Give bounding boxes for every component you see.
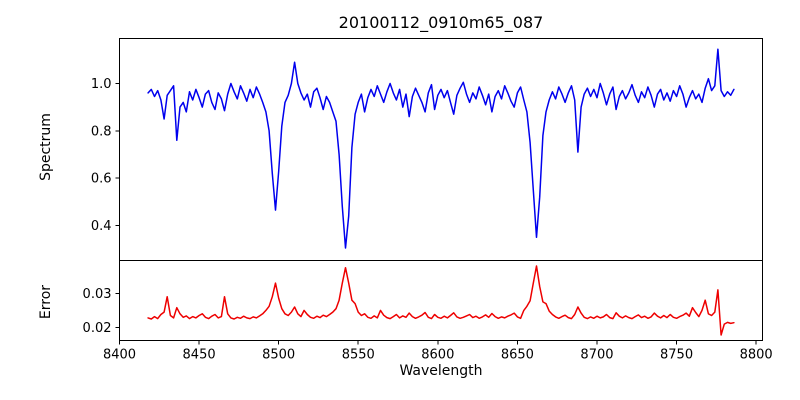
spectrum-y-tick-label: 0.6: [91, 172, 112, 187]
error-line: [147, 265, 735, 336]
x-tick-label: 8450: [183, 348, 216, 363]
spectrum-y-tick-label: 0.4: [91, 219, 112, 234]
x-tick-label: 8500: [262, 348, 295, 363]
x-tick-label: 8600: [421, 348, 454, 363]
error-y-axis-label: Error: [38, 284, 54, 320]
x-tick-label: 8400: [103, 348, 136, 363]
spectrum-y-axis-label: Spectrum: [38, 113, 54, 181]
spectrum-y-tick-label: 1.0: [91, 77, 112, 92]
x-axis-label: Wavelength: [399, 363, 483, 379]
error-y-tick-label: 0.02: [83, 321, 112, 336]
x-tick-label: 8800: [740, 348, 773, 363]
x-tick-label: 8750: [660, 348, 693, 363]
spectrum-line: [147, 48, 735, 249]
error-panel-border: [119, 260, 763, 341]
chart-title: 20100112_0910m65_087: [338, 13, 544, 32]
spectrum-panel-border: [119, 38, 763, 261]
x-tick-label: 8650: [501, 348, 534, 363]
error-y-tick-label: 0.03: [83, 287, 112, 302]
x-tick-label: 8550: [342, 348, 375, 363]
x-tick-label: 8700: [580, 348, 613, 363]
spectrum-y-tick-label: 0.8: [91, 124, 112, 139]
